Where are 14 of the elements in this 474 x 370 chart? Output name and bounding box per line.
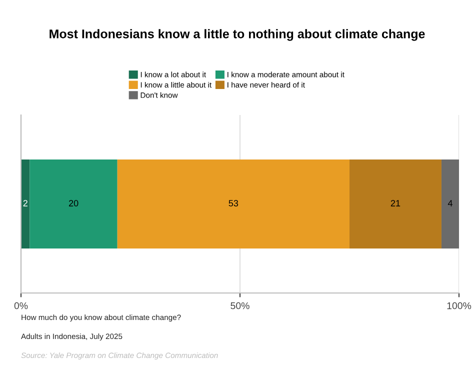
x-tick-label: 0% xyxy=(14,302,28,310)
bar xyxy=(441,160,459,248)
data-label: 53 xyxy=(228,200,238,206)
data-label: 21 xyxy=(390,200,400,206)
x-tick-label: 50% xyxy=(230,302,250,310)
data-label: 2 xyxy=(23,200,28,206)
bar xyxy=(21,160,30,248)
data-label: 4 xyxy=(448,200,452,206)
bar xyxy=(117,160,350,248)
x-tick-label: 100% xyxy=(447,302,472,310)
data-label: 20 xyxy=(68,200,78,206)
chart-title: Most Indonesians know a little to nothing about climate change xyxy=(50,29,425,41)
bar xyxy=(30,160,118,248)
bar xyxy=(350,160,442,248)
